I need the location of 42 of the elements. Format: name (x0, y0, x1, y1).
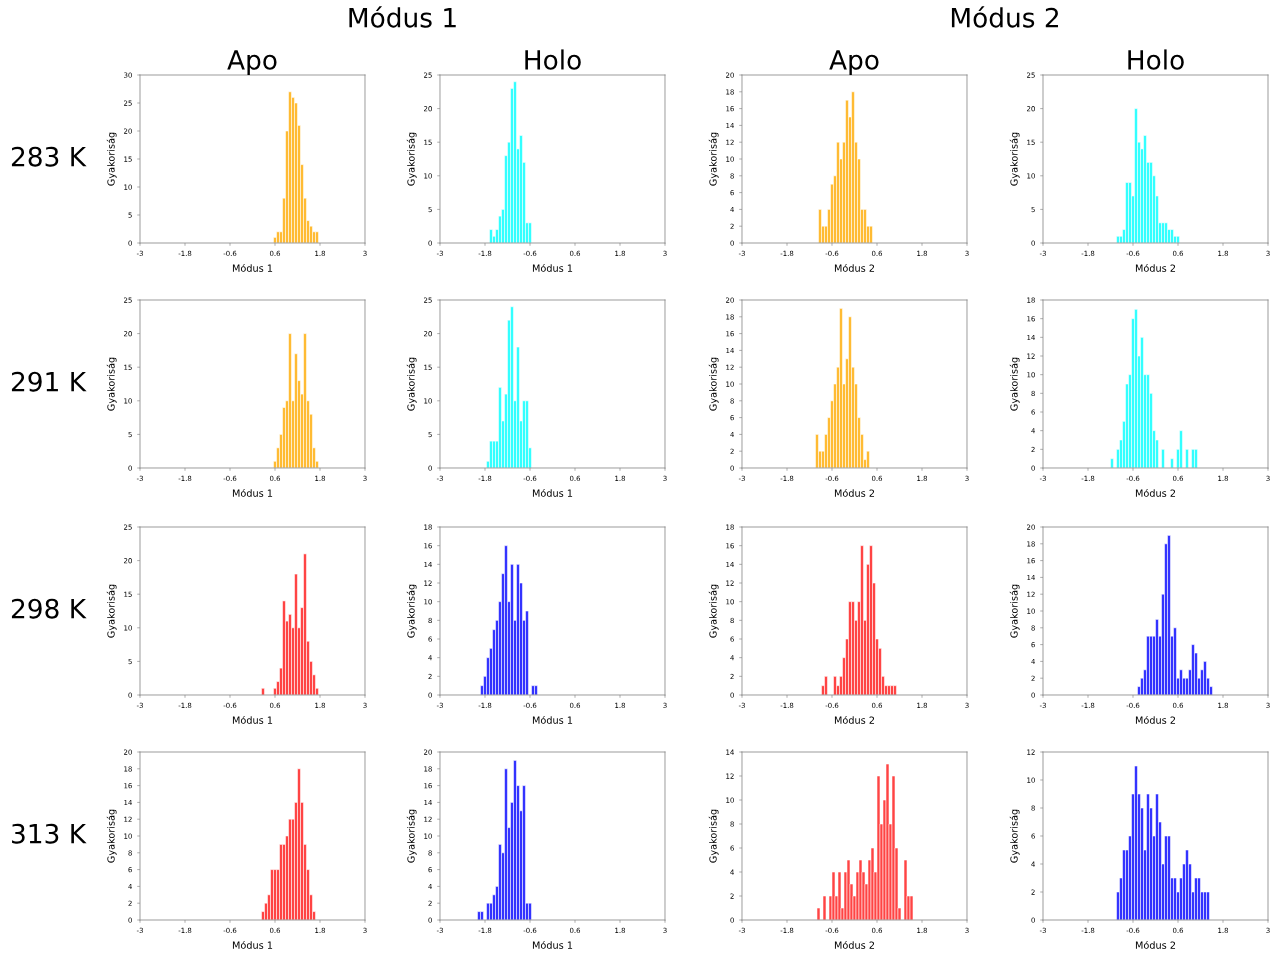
x-axis-title: Módus 1 (232, 940, 273, 949)
text: Módus 1 (349, 6, 456, 28)
x-axis-title: Módus 2 (834, 488, 875, 497)
y-axis-title: Gyakoriság (708, 132, 719, 186)
y-axis-title: Gyakoriság (106, 809, 117, 863)
chart-title: Holo (1128, 49, 1184, 70)
x-axis-title: Módus 1 (532, 940, 573, 949)
chart-title: Apo (227, 50, 277, 75)
x-axis-title: Módus 2 (1135, 940, 1176, 949)
x-axis-title: Módus 1 (532, 263, 573, 272)
text: 283 K (11, 146, 87, 167)
y-axis-title: Gyakoriság (106, 357, 117, 411)
y-axis-title: Gyakoriság (406, 809, 417, 863)
text: Módus 2 (951, 6, 1059, 28)
text: 298 K (11, 598, 87, 619)
x-axis-title: Módus 2 (834, 715, 875, 724)
x-axis-title: Módus 1 (532, 715, 573, 724)
x-axis-title: Módus 2 (1135, 488, 1176, 497)
y-axis-title: Gyakoriság (1009, 809, 1020, 863)
text: 313 K (12, 823, 87, 844)
y-axis-title: Gyakoriság (106, 584, 117, 638)
y-axis-title: Gyakoriság (106, 132, 117, 186)
y-axis-title: Gyakoriság (1009, 357, 1020, 411)
x-axis-title: Módus 1 (532, 488, 573, 497)
x-axis-title: Módus 2 (1135, 715, 1176, 724)
x-axis-title: Módus 1 (232, 488, 273, 497)
y-axis-title: Gyakoriság (708, 809, 719, 863)
x-axis-title: Módus 2 (1135, 263, 1176, 272)
y-axis-title: Gyakoriság (406, 584, 417, 638)
y-axis-title: Gyakoriság (708, 357, 719, 411)
y-axis-title: Gyakoriság (1009, 132, 1020, 186)
x-axis-title: Módus 1 (232, 715, 273, 724)
x-axis-title: Módus 2 (834, 940, 875, 949)
y-axis-title: Gyakoriság (406, 357, 417, 411)
chart-title: Holo (525, 49, 581, 70)
y-axis-title: Gyakoriság (708, 584, 719, 638)
chart-title: Apo (829, 50, 879, 75)
x-axis-title: Módus 2 (834, 263, 875, 272)
text: 291 K (11, 371, 87, 392)
y-axis-title: Gyakoriság (406, 132, 417, 186)
x-axis-title: Módus 1 (232, 263, 273, 272)
y-axis-title: Gyakoriság (1009, 584, 1020, 638)
